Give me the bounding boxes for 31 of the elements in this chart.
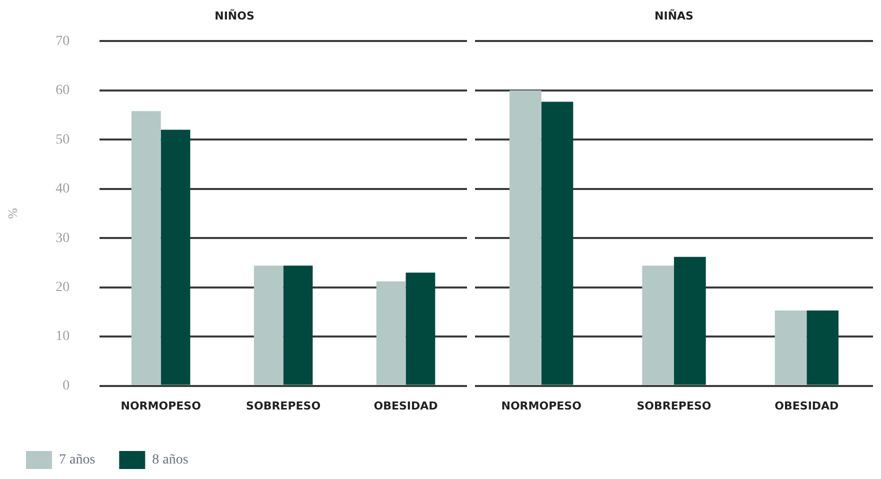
y-tick-label: 30 [56, 230, 70, 246]
bar [774, 310, 807, 385]
y-tick-label: 40 [56, 182, 70, 197]
chart-title: NIÑOS [214, 8, 254, 22]
x-tick-label: NORMOPESO [501, 399, 582, 412]
bar [509, 90, 542, 385]
bar [642, 266, 674, 385]
legend-label: 7 años [59, 452, 96, 468]
bar [541, 102, 574, 385]
y-axis-title: % [5, 208, 20, 219]
legend-label: 8 años [152, 452, 188, 468]
bar [283, 266, 313, 385]
y-tick-label: 50 [56, 132, 70, 148]
x-tick-label: NORMOPESO [120, 399, 201, 412]
x-tick-label: OBESIDAD [774, 399, 839, 412]
x-tick-label: OBESIDAD [374, 399, 438, 412]
chart-title: NIÑAS [654, 8, 694, 22]
bar [160, 130, 190, 385]
bar [254, 266, 284, 385]
y-tick-label: 70 [56, 34, 70, 49]
y-tick-label: 10 [56, 329, 70, 344]
bar [674, 256, 706, 385]
y-tick-label: 0 [62, 378, 70, 394]
y-tick-label: 60 [56, 83, 70, 98]
bar [376, 281, 406, 385]
x-tick-label: SOBREPESO [246, 399, 321, 412]
bar [406, 272, 436, 385]
bar [131, 111, 161, 385]
x-tick-label: SOBREPESO [636, 399, 712, 412]
bar [806, 310, 839, 385]
y-tick-label: 20 [56, 280, 70, 296]
